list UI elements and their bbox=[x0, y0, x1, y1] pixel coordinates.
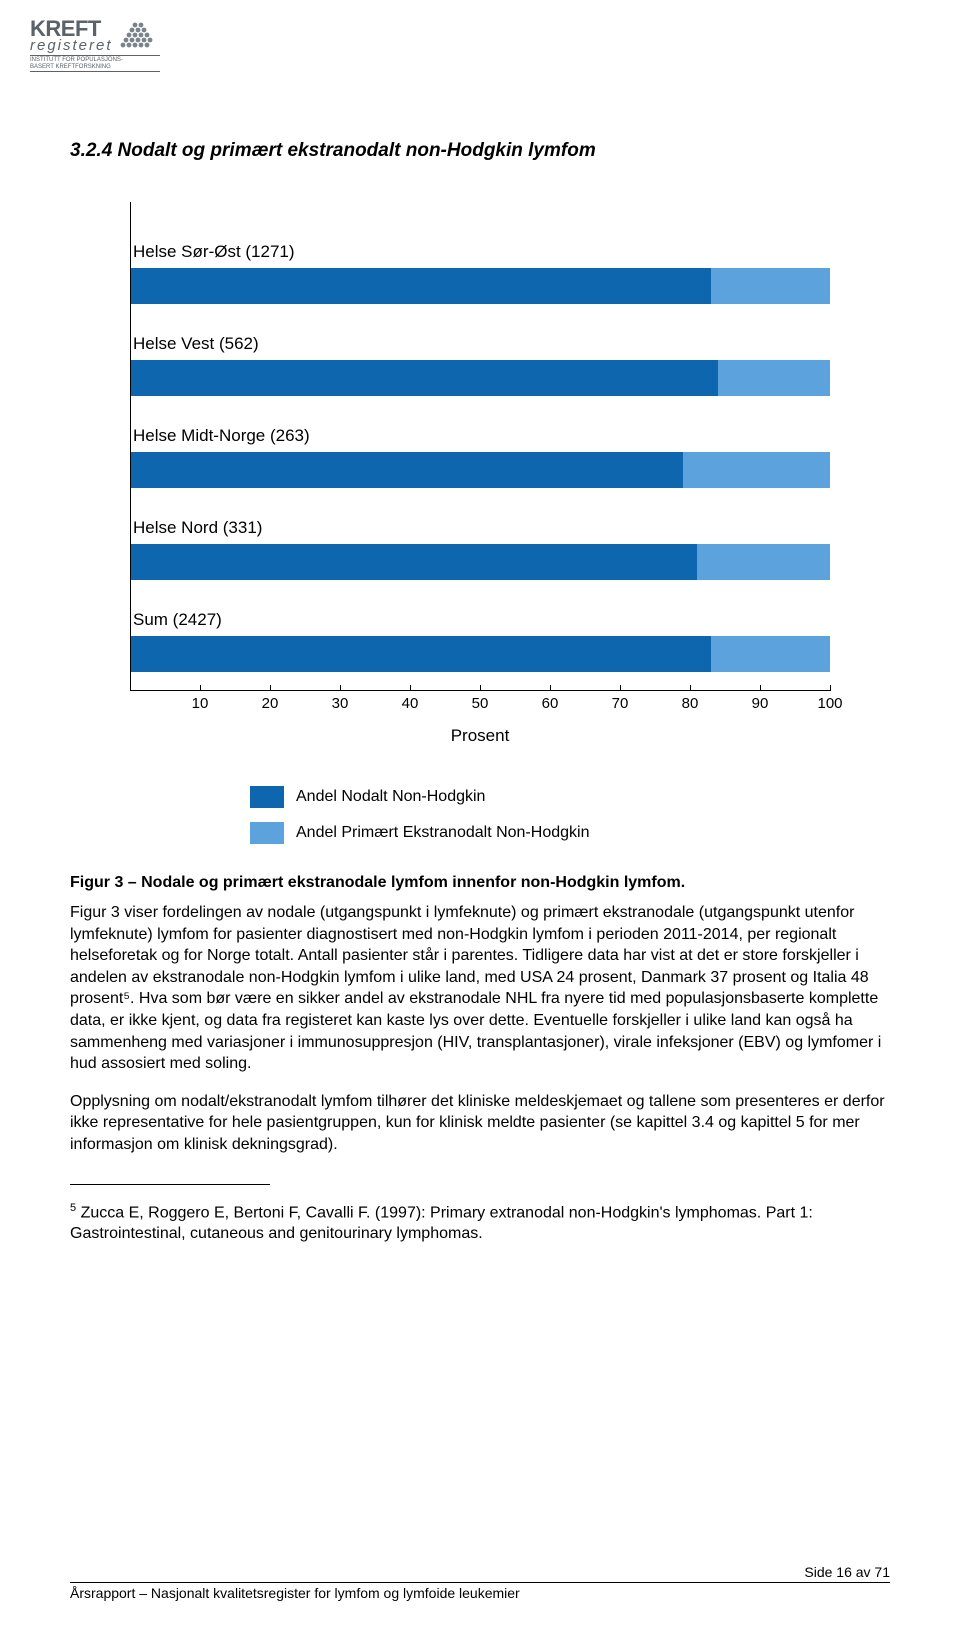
kreftregisteret-logo: KREFT registeret INSTITUTT FOR POPULASJO… bbox=[30, 18, 160, 72]
axis-tick bbox=[690, 685, 691, 691]
bar-row: Helse Vest (562) bbox=[131, 334, 830, 396]
axis-tick bbox=[620, 685, 621, 691]
bar-segment-extranodal bbox=[718, 360, 830, 396]
bar-label: Helse Vest (562) bbox=[133, 334, 830, 354]
logo-dots-icon bbox=[117, 21, 157, 51]
footer-doc-title: Årsrapport – Nasjonalt kvalitetsregister… bbox=[70, 1585, 890, 1601]
axis-tick-label: 50 bbox=[472, 695, 489, 712]
bar-label: Helse Nord (331) bbox=[133, 518, 830, 538]
bar-segment-nodal bbox=[131, 360, 718, 396]
bar-segment-extranodal bbox=[711, 636, 830, 672]
bar-track bbox=[131, 636, 830, 672]
logo-sub-line2: BASERT KREFTFORSKNING bbox=[30, 64, 160, 71]
legend-item: Andel Nodalt Non-Hodgkin bbox=[250, 786, 890, 808]
figure-caption: Figur 3 – Nodale og primært ekstranodale… bbox=[70, 874, 890, 892]
page-footer: Side 16 av 71 Årsrapport – Nasjonalt kva… bbox=[70, 1564, 890, 1601]
chart-legend: Andel Nodalt Non-Hodgkin Andel Primært Ek… bbox=[250, 786, 890, 844]
axis-tick-label: 40 bbox=[402, 695, 419, 712]
axis-tick bbox=[270, 685, 271, 691]
bar-row: Helse Midt-Norge (263) bbox=[131, 426, 830, 488]
bar-segment-extranodal bbox=[697, 544, 830, 580]
bar-track bbox=[131, 452, 830, 488]
axis-tick-label: 30 bbox=[332, 695, 349, 712]
bar-segment-extranodal bbox=[711, 268, 830, 304]
logo-word-2: registeret bbox=[30, 38, 113, 53]
bar-segment-extranodal bbox=[683, 452, 830, 488]
body-paragraph-1: Figur 3 viser fordelingen av nodale (utg… bbox=[70, 902, 890, 1075]
legend-label: Andel Primært Ekstranodalt Non-Hodgkin bbox=[296, 824, 589, 842]
bar-segment-nodal bbox=[131, 544, 697, 580]
footnote-text: Zucca E, Roggero E, Bertoni F, Cavalli F… bbox=[70, 1204, 813, 1243]
logo-text: KREFT registeret bbox=[30, 18, 113, 53]
legend-item: Andel Primært Ekstranodalt Non-Hodgkin bbox=[250, 822, 890, 844]
axis-tick-label: 80 bbox=[682, 695, 699, 712]
axis-tick-label: 90 bbox=[752, 695, 769, 712]
legend-label: Andel Nodalt Non-Hodgkin bbox=[296, 788, 485, 806]
section-title: 3.2.4 Nodalt og primært ekstranodalt non… bbox=[70, 140, 890, 162]
axis-tick-label: 100 bbox=[817, 695, 842, 712]
axis-tick bbox=[830, 685, 831, 691]
bar-track bbox=[131, 268, 830, 304]
footnote: 5 Zucca E, Roggero E, Bertoni F, Cavalli… bbox=[70, 1201, 890, 1246]
footer-divider bbox=[70, 1582, 890, 1583]
bar-label: Sum (2427) bbox=[133, 610, 830, 630]
axis-tick-label: 20 bbox=[262, 695, 279, 712]
legend-swatch bbox=[250, 822, 284, 844]
axis-tick-label: 60 bbox=[542, 695, 559, 712]
legend-swatch bbox=[250, 786, 284, 808]
axis-tick bbox=[760, 685, 761, 691]
axis-tick bbox=[340, 685, 341, 691]
bar-label: Helse Midt-Norge (263) bbox=[133, 426, 830, 446]
logo-sub-line1: INSTITUTT FOR POPULASJONS- bbox=[30, 57, 160, 64]
bar-track bbox=[131, 360, 830, 396]
axis-tick bbox=[480, 685, 481, 691]
page-number: Side 16 av 71 bbox=[70, 1564, 890, 1580]
footnote-divider bbox=[70, 1184, 270, 1185]
bar-chart: Helse Sør-Øst (1271) Helse Vest (562) Hels… bbox=[130, 202, 830, 746]
bar-segment-nodal bbox=[131, 268, 711, 304]
body-paragraph-2: Opplysning om nodalt/ekstranodalt lymfom… bbox=[70, 1091, 890, 1156]
bar-segment-nodal bbox=[131, 452, 683, 488]
bar-row: Sum (2427) bbox=[131, 610, 830, 672]
axis-tick bbox=[200, 685, 201, 691]
document-page: KREFT registeret INSTITUTT FOR POPULASJO… bbox=[0, 0, 960, 1627]
axis-tick bbox=[550, 685, 551, 691]
axis-tick-label: 10 bbox=[192, 695, 209, 712]
logo-main: KREFT registeret bbox=[30, 18, 160, 53]
bar-label: Helse Sør-Øst (1271) bbox=[133, 242, 830, 262]
x-axis: 102030405060708090100 bbox=[130, 690, 830, 704]
bar-track bbox=[131, 544, 830, 580]
axis-tick-label: 70 bbox=[612, 695, 629, 712]
x-axis-label: Prosent bbox=[130, 726, 830, 746]
chart-plot-area: Helse Sør-Øst (1271) Helse Vest (562) Hels… bbox=[130, 202, 830, 690]
bar-row: Helse Sør-Øst (1271) bbox=[131, 242, 830, 304]
bar-row: Helse Nord (331) bbox=[131, 518, 830, 580]
logo-subtitle: INSTITUTT FOR POPULASJONS- BASERT KREFTF… bbox=[30, 55, 160, 72]
bar-segment-nodal bbox=[131, 636, 711, 672]
axis-tick bbox=[410, 685, 411, 691]
